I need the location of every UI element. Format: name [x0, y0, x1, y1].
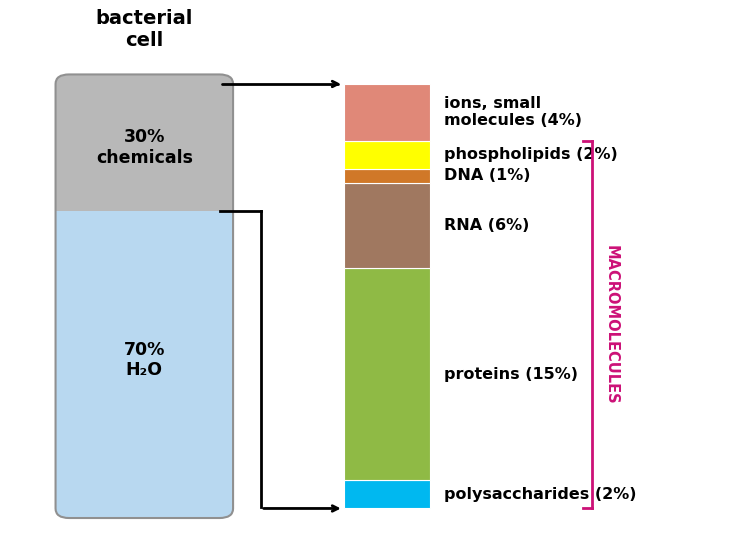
Bar: [344, 169, 430, 183]
FancyBboxPatch shape: [56, 74, 233, 518]
Bar: [344, 480, 430, 509]
Bar: [344, 268, 430, 480]
FancyBboxPatch shape: [56, 74, 233, 518]
Text: proteins (15%): proteins (15%): [444, 366, 578, 382]
Text: ions, small
molecules (4%): ions, small molecules (4%): [444, 96, 581, 129]
Text: phospholipids (2%): phospholipids (2%): [444, 147, 618, 162]
Bar: [344, 183, 430, 268]
Text: bacterial
cell: bacterial cell: [96, 9, 193, 49]
Text: DNA (1%): DNA (1%): [444, 168, 530, 183]
Text: polysaccharides (2%): polysaccharides (2%): [444, 487, 636, 502]
Text: 30%
chemicals: 30% chemicals: [96, 128, 193, 167]
Text: MACROMOLECULES: MACROMOLECULES: [603, 245, 618, 404]
Bar: [344, 141, 430, 169]
Bar: [344, 84, 430, 141]
Text: 70%
H₂O: 70% H₂O: [124, 340, 165, 379]
Text: RNA (6%): RNA (6%): [444, 218, 529, 233]
